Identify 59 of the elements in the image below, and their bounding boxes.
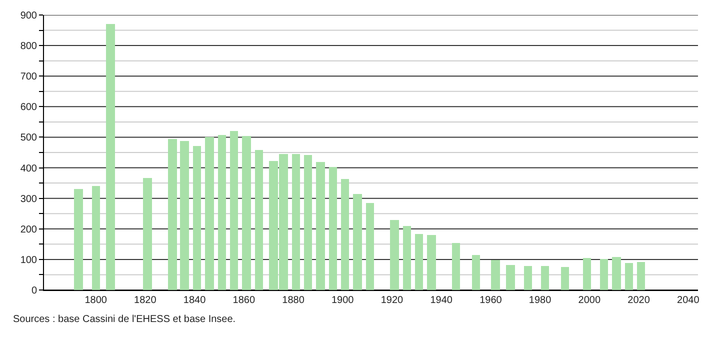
- bar: [583, 258, 591, 290]
- bar: [415, 234, 423, 290]
- x-tick-label: 1840: [183, 295, 206, 306]
- bar: [304, 155, 312, 290]
- bar: [74, 189, 83, 290]
- bar: [427, 235, 436, 290]
- bar: [255, 150, 263, 290]
- bar: [390, 220, 399, 290]
- bar: [316, 162, 325, 290]
- bar: [180, 141, 189, 290]
- bar: [506, 265, 515, 290]
- bar: [612, 257, 621, 290]
- source-note: Sources : base Cassini de l'EHESS et base Insee.: [13, 314, 236, 325]
- x-tick-label: 2040: [677, 295, 700, 306]
- bar: [205, 137, 214, 290]
- bar: [292, 154, 300, 290]
- bar: [637, 262, 645, 290]
- bar: [230, 131, 238, 290]
- bar: [329, 167, 337, 290]
- bar: [491, 260, 500, 290]
- y-tick-label: 500: [20, 132, 38, 144]
- bar: [353, 194, 362, 290]
- bar: [541, 266, 549, 290]
- bar: [561, 267, 569, 290]
- bar: [341, 179, 349, 290]
- bar: [168, 139, 177, 290]
- y-tick-label: 300: [20, 194, 38, 205]
- y-tick-label: 200: [20, 224, 38, 236]
- bar: [193, 146, 201, 290]
- bar: [472, 255, 480, 290]
- x-tick-label: 1800: [84, 295, 108, 306]
- bar: [452, 243, 460, 290]
- bar: [143, 178, 152, 290]
- bar: [524, 266, 532, 290]
- x-tick-label: 1880: [282, 295, 305, 306]
- y-tick-label: 0: [31, 286, 38, 296]
- y-tick-label: 600: [20, 102, 38, 114]
- x-tick-label: 1820: [134, 295, 157, 306]
- x-tick-label: 1940: [430, 295, 453, 306]
- bar: [92, 186, 100, 290]
- y-tick-label: 800: [20, 41, 38, 52]
- y-tick-label: 100: [20, 254, 38, 266]
- x-tick-label: 1860: [232, 295, 256, 306]
- x-tick-label: 2000: [578, 295, 601, 306]
- y-tick-label: 900: [20, 10, 38, 22]
- bar: [366, 203, 374, 290]
- y-tick-label: 700: [20, 72, 38, 83]
- bar: [625, 263, 633, 290]
- x-tick-label: 1980: [528, 295, 552, 306]
- bar: [600, 259, 608, 290]
- x-tick-label: 2020: [628, 295, 650, 306]
- x-tick-label: 1960: [480, 295, 502, 306]
- x-tick-label: 1920: [380, 295, 404, 306]
- x-tick-label: 1900: [331, 295, 354, 306]
- y-tick-label: 400: [20, 163, 38, 174]
- bar: [242, 136, 251, 290]
- bar: [106, 24, 115, 290]
- bar: [218, 135, 226, 290]
- bar: [403, 226, 411, 290]
